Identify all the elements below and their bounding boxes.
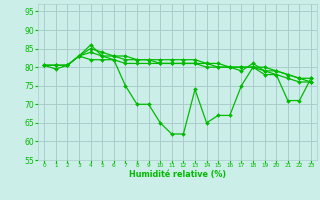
X-axis label: Humidité relative (%): Humidité relative (%) xyxy=(129,170,226,179)
